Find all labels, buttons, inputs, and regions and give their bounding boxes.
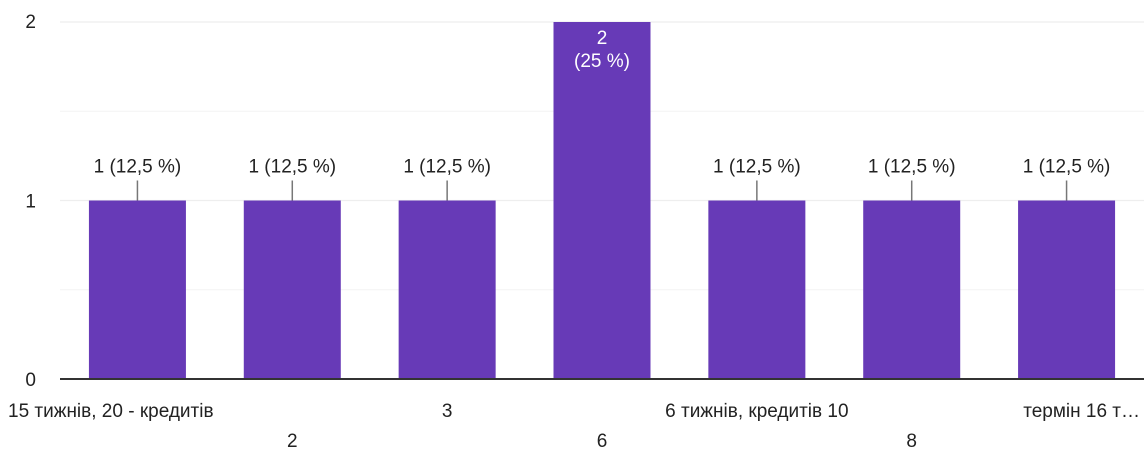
data-label: 1 (12,5 %) [248,157,336,178]
x-tick-label: 15 тижнів, 20 - кредитів [8,401,214,422]
data-label: 1 (12,5 %) [868,157,956,178]
bar [553,22,651,379]
y-tick-label: 1 [25,192,36,213]
y-tick-label: 2 [25,12,36,33]
data-label: 1 (12,5 %) [94,157,182,178]
x-tick-label: 2 [287,431,298,450]
x-tick-label: 8 [906,431,917,450]
data-label: 1 (12,5 %) [403,157,491,178]
x-tick-label: 6 тижнів, кредитів 10 [665,401,848,422]
bar [1018,200,1116,379]
data-label: 1 (12,5 %) [1023,157,1111,178]
y-tick-label: 0 [25,370,36,391]
data-label: 1 (12,5 %) [713,157,801,178]
x-tick-label: 6 [597,431,608,450]
x-tick-label: 3 [442,401,453,422]
x-tick-label: термін 16 т… [1023,401,1140,422]
bar [708,200,806,379]
bar [398,200,496,379]
bar [88,200,186,379]
data-label: 2 (25 %) [574,28,630,72]
bar [243,200,341,379]
bar [863,200,961,379]
